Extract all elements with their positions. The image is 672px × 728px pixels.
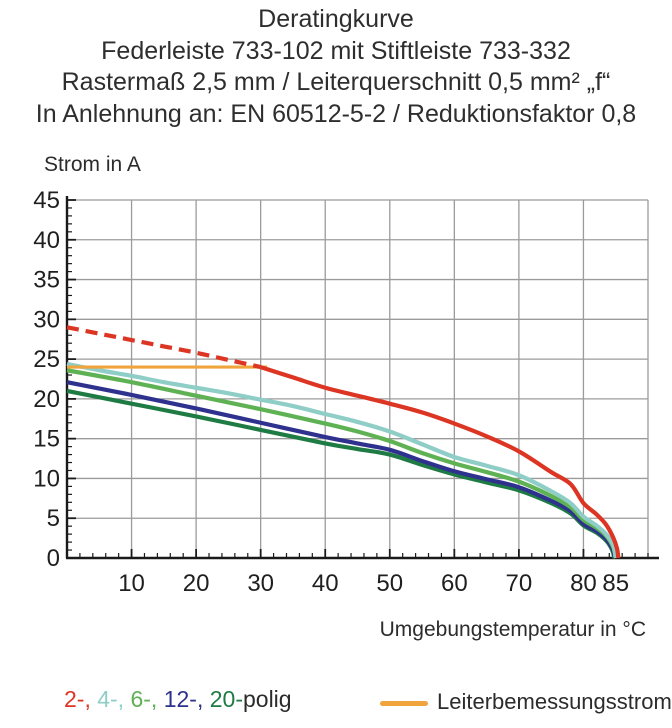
pole-count-legend: 2-, 4-, 6-, 12-, 20-polig xyxy=(64,686,292,713)
x-tick-label: 60 xyxy=(441,570,468,597)
y-axis-title: Strom in A xyxy=(44,153,141,176)
figure-subtitle-parts: Federleiste 733-102 mit Stiftleiste 733-… xyxy=(101,36,571,65)
y-tick-label: 45 xyxy=(33,187,60,214)
figure-subtitle-norm: In Anlehnung an: EN 60512-5-2 / Reduktio… xyxy=(35,99,637,128)
pole-count-label: 6-, xyxy=(130,686,158,712)
figure-title: Deratingkurve xyxy=(258,5,414,33)
y-tick-label: 0 xyxy=(47,545,60,572)
x-tick-label: 80 xyxy=(570,570,597,597)
pole-count-label: 20- xyxy=(209,686,243,712)
x-tick-label: 30 xyxy=(247,570,274,597)
x-tick-label: 85 xyxy=(602,570,629,597)
y-tick-label: 5 xyxy=(47,505,60,532)
x-tick-label: 40 xyxy=(312,570,339,597)
pole-count-label: 2-, xyxy=(64,686,91,712)
pole-count-label: 12-, xyxy=(163,686,204,712)
x-tick-label: 70 xyxy=(506,570,533,597)
pole-count-label: 4-, xyxy=(97,686,125,712)
x-axis-title: Umgebungstemperatur in °C xyxy=(379,618,646,641)
y-tick-label: 40 xyxy=(33,227,60,254)
y-tick-label: 20 xyxy=(33,386,60,413)
x-tick-label: 10 xyxy=(118,570,145,597)
y-tick-label: 10 xyxy=(33,465,60,492)
pole-legend-suffix: polig xyxy=(242,686,292,712)
y-tick-label: 25 xyxy=(33,346,60,373)
rated-current-line-swatch xyxy=(380,701,428,706)
series-12-polig xyxy=(66,380,618,559)
series-2-polig xyxy=(66,325,262,370)
y-tick-label: 15 xyxy=(33,426,60,453)
x-tick-label: 20 xyxy=(183,570,210,597)
y-tick-label: 30 xyxy=(33,306,60,333)
series-2-polig xyxy=(260,365,621,559)
y-tick-label: 35 xyxy=(33,267,60,294)
series-4-polig xyxy=(66,361,618,559)
x-tick-label: 50 xyxy=(376,570,403,597)
figure-subtitle-spec: Rastermaß 2,5 mm / Leiterquerschnitt 0,5… xyxy=(61,68,611,96)
rated-current-legend-label: Leiterbemessungsstrom xyxy=(437,689,672,714)
figure-title-block: Deratingkurve Federleiste 733-102 mit St… xyxy=(0,4,672,130)
